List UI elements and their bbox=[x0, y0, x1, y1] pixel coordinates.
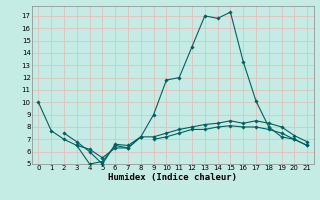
X-axis label: Humidex (Indice chaleur): Humidex (Indice chaleur) bbox=[108, 173, 237, 182]
